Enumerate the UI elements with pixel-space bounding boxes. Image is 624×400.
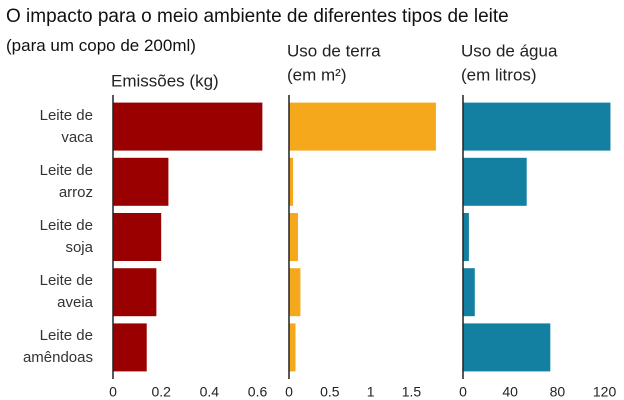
bar <box>289 157 294 206</box>
category-label: Leite de arroz <box>39 161 93 201</box>
panel-title: Emissões (kg) <box>111 71 219 90</box>
bar <box>289 213 298 261</box>
x-tick-label: 80 <box>550 384 566 400</box>
bar <box>289 268 301 317</box>
x-tick-label: 120 <box>593 384 617 400</box>
x-tick-label: 0 <box>109 384 117 400</box>
bar <box>113 157 169 206</box>
bar <box>463 157 527 206</box>
page-subtitle: (para um copo de 200ml) <box>6 36 196 55</box>
x-tick-label: 0.6 <box>248 384 268 400</box>
page-title: O impacto para o meio ambiente de difere… <box>6 6 509 27</box>
panel-title: Uso de água <box>461 41 558 60</box>
category-label: Leite de aveia <box>39 272 93 312</box>
x-tick-label: 0.5 <box>320 384 340 400</box>
bar <box>113 323 147 372</box>
panel-subtitle: (em litros) <box>461 65 537 84</box>
bar <box>289 323 296 372</box>
bar <box>113 268 157 317</box>
bar <box>113 213 162 261</box>
bar <box>463 323 551 372</box>
x-tick-label: 0 <box>285 384 293 400</box>
bar <box>113 102 263 151</box>
bar <box>289 102 436 151</box>
category-label: Leite de amêndoas <box>22 327 93 367</box>
bar <box>463 102 611 151</box>
x-tick-label: 0.4 <box>200 384 220 400</box>
category-label: Leite de soja <box>39 217 93 256</box>
x-tick-label: 1.5 <box>402 384 422 400</box>
panel-subtitle: (em m²) <box>287 65 346 84</box>
category-label: Leite de vaca <box>39 106 93 146</box>
panel-title: Uso de terra <box>287 41 381 60</box>
x-tick-label: 40 <box>502 384 518 400</box>
bar <box>463 213 469 261</box>
x-tick-label: 0.2 <box>151 384 171 400</box>
x-tick-label: 1 <box>367 384 375 400</box>
bar <box>463 268 475 317</box>
x-tick-label: 0 <box>459 384 467 400</box>
